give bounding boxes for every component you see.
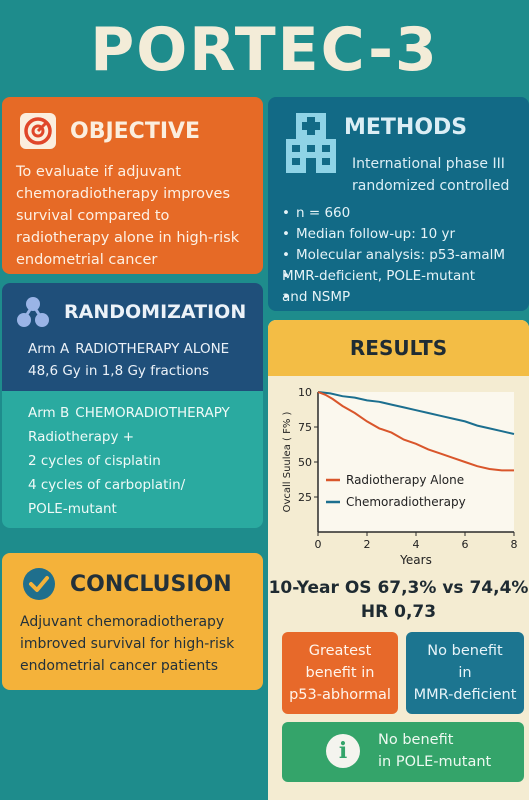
conclusion-header: CONCLUSION: [2, 553, 263, 601]
results-header: RESULTS: [268, 320, 529, 376]
objective-card: OBJECTIVE To evaluate if adjuvant chemor…: [2, 97, 263, 274]
mmr-deficient-tile: No benefit in MMR-deficient: [406, 632, 524, 714]
tile-line: benefit in: [305, 665, 375, 681]
x-tick-label: 2: [364, 538, 371, 551]
conclusion-line: endometrial cancer patients: [20, 658, 219, 674]
y-tick-label: 75: [298, 421, 312, 434]
chart-plot-background: [318, 392, 514, 532]
tile-line: Greatest: [308, 643, 372, 659]
results-heading: RESULTS: [349, 336, 448, 360]
arm-b-line: 2 cycles of cisplatin: [28, 453, 161, 469]
arm-b-key: Arm B: [28, 405, 70, 421]
results-summary-hr: HR 0,73: [360, 602, 437, 622]
objective-line: chemoradiotherapy improves: [16, 186, 230, 202]
legend-label: Radiotherapy Alone: [346, 473, 464, 487]
tile-line: No benefit: [427, 643, 503, 659]
randomization-heading: RANDOMIZATION: [64, 301, 247, 323]
conclusion-line: Adjuvant chemoradiotherapy: [20, 614, 225, 630]
survival-chart: 0 2 4 6 8 25 50 75 10 Years Ovcall Suulea ( F% ) R…: [282, 386, 518, 567]
methods-subtitle-line: International phase III: [352, 156, 505, 172]
arm-b-line: Radiotherapy +: [28, 429, 135, 445]
x-tick-label: 4: [413, 538, 420, 551]
x-tick-label: 8: [511, 538, 518, 551]
arm-a-label: RADIOTHERAPY ALONE: [75, 341, 230, 357]
conclusion-text: Adjuvant chemoradiotherapy imbroved surv…: [2, 601, 263, 677]
p53-abnormal-tile: Greatest benefit in p53-abhormal: [282, 632, 398, 714]
objective-header: OBJECTIVE: [2, 97, 263, 149]
arm-b-title: Arm B CHEMORADIOTHERAPY: [28, 401, 263, 425]
y-axis-label: Ovcall Suulea ( F% ): [282, 411, 293, 512]
page-title: PORTEC-3: [90, 15, 439, 85]
tile-line: in POLE-mutant: [378, 754, 492, 770]
y-tick-label: 10: [298, 386, 312, 399]
arm-b: Arm B CHEMORADIOTHERAPY Radiotherapy + 2 …: [2, 391, 263, 521]
arm-a-title: Arm A RADIOTHERAPY ALONE: [28, 338, 263, 360]
randomization-card: RANDOMIZATION Arm A RADIOTHERAPY ALONE 48…: [2, 283, 263, 528]
pole-tile-text: No benefit in POLE-mutant: [378, 729, 491, 773]
conclusion-heading: CONCLUSION: [70, 571, 232, 597]
objective-heading: OBJECTIVE: [70, 118, 201, 144]
y-tick-label: 50: [298, 456, 312, 469]
target-icon: [20, 113, 56, 149]
tile-line: in: [458, 665, 472, 681]
y-tick-label: 25: [298, 491, 312, 504]
check-circle-icon: [23, 568, 55, 600]
tile-line: No benefit: [378, 732, 454, 748]
objective-line: radiotherapy alone in high-risk: [16, 230, 240, 246]
methods-subtitle-line: randomized controlled: [352, 178, 510, 194]
legend-label: Chemoradiotherapy: [346, 495, 466, 509]
arm-a-section: RANDOMIZATION Arm A RADIOTHERAPY ALONE 48…: [2, 283, 263, 391]
methods-bullet: Molecular analysis: p53-amalM: [282, 245, 527, 266]
methods-bullet-text: MMR-deficient, POLE-mutant: [282, 268, 476, 284]
objective-line: survival compared to: [16, 208, 170, 224]
arm-b-label: CHEMORADIOTHERAPY: [75, 405, 230, 421]
pole-mutant-tile: i No benefit in POLE-mutant: [282, 722, 524, 782]
randomization-header: RANDOMIZATION: [2, 283, 263, 328]
tile-line: p53-abhormal: [289, 687, 391, 703]
info-icon: i: [326, 734, 360, 768]
methods-card: METHODS International phase III randomiz…: [268, 97, 529, 311]
arm-a-detail: 48,6 Gy in 1,8 Gy fractions: [28, 363, 210, 379]
methods-subtitle: International phase III randomized contr…: [352, 153, 509, 197]
series-line: [317, 391, 514, 472]
methods-bullets: n = 660 Median follow-up: 10 yr Molecula…: [282, 203, 527, 308]
arm-b-line: POLE-mutant: [28, 501, 117, 517]
series-line: [317, 391, 515, 435]
tile-line: MMR-deficient: [413, 687, 517, 703]
methods-bullet-continued: and NSMP: [282, 287, 527, 308]
arm-a: Arm A RADIOTHERAPY ALONE 48,6 Gy in 1,8 G…: [2, 328, 263, 382]
results-card: RESULTS 0 2 4 6 8 25 50 75 10 Years Ovcall Suulea …: [268, 320, 529, 800]
objective-line: To evaluate if adjuvant: [16, 164, 181, 180]
conclusion-card: CONCLUSION Adjuvant chemoradiotherapy im…: [2, 553, 263, 690]
objective-line: endometrial cancer: [16, 252, 158, 268]
arm-a-key: Arm A: [28, 341, 70, 357]
x-axis-label: Years: [399, 553, 432, 567]
methods-heading: METHODS: [344, 115, 468, 140]
arm-b-line: 4 cycles of carboplatin/: [28, 477, 186, 493]
objective-text: To evaluate if adjuvant chemoradiotherap…: [2, 149, 263, 271]
x-tick-label: 0: [315, 538, 322, 551]
methods-bullet: Median follow-up: 10 yr: [282, 224, 527, 245]
conclusion-line: imbroved survival for high-risk: [20, 636, 235, 652]
hospital-icon: [286, 113, 336, 173]
results-summary-os: 10-Year OS 67,3% vs 74,4%: [268, 578, 529, 598]
methods-bullet-continued: MMR-deficient, POLE-mutant: [282, 266, 527, 287]
methods-bullet-text: and NSMP: [282, 289, 351, 305]
methods-bullet: n = 660: [282, 203, 527, 224]
x-tick-label: 6: [462, 538, 469, 551]
network-icon: [17, 297, 49, 327]
